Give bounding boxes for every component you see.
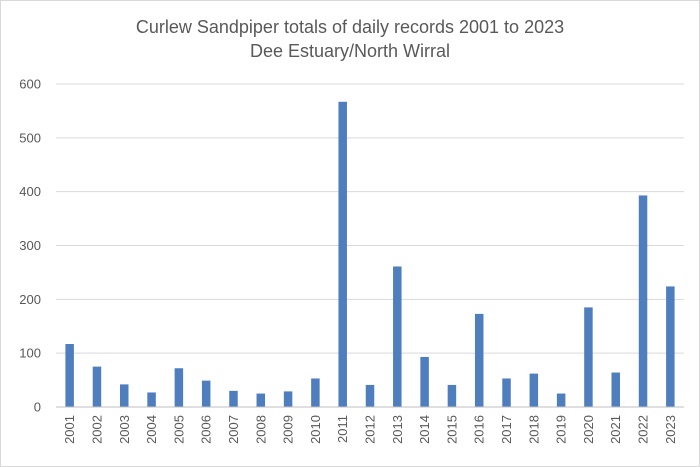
bar-2011	[338, 101, 347, 407]
x-tick-label: 2003	[117, 415, 132, 444]
y-tick-label: 300	[19, 238, 41, 253]
bar-2006	[201, 380, 211, 407]
bars	[65, 101, 675, 407]
bar-2015	[447, 384, 457, 407]
bar-2020	[584, 307, 593, 407]
x-tick-label: 2018	[526, 415, 541, 444]
y-tick-label: 200	[19, 292, 41, 307]
x-axis-ticks: 2001 2002 2003 2004 2005 2006 2007 2008 2009 2010…	[62, 415, 678, 444]
y-tick-label: 100	[19, 346, 41, 361]
chart-subtitle: Dee Estuary/North Wirral	[250, 41, 450, 61]
y-tick-label: 0	[34, 400, 41, 415]
bar-2014	[420, 356, 429, 407]
bar-2017	[502, 378, 511, 407]
bar-2001	[65, 344, 74, 407]
x-tick-label: 2017	[499, 415, 514, 444]
bar-2021	[611, 372, 620, 407]
x-tick-label: 2013	[390, 415, 405, 444]
bar-2007	[229, 390, 238, 407]
x-tick-label: 2016	[472, 415, 487, 444]
bar-2023	[666, 286, 675, 407]
y-tick-label: 400	[19, 184, 41, 199]
x-tick-label: 2004	[144, 415, 159, 444]
x-tick-label: 2008	[253, 415, 268, 444]
chart-title: Curlew Sandpiper totals of daily records…	[136, 17, 564, 37]
bar-2022	[638, 195, 648, 407]
bar-2005	[174, 368, 184, 407]
x-tick-label: 2019	[554, 415, 569, 444]
x-tick-label: 2005	[171, 415, 186, 444]
x-tick-label: 2023	[663, 415, 678, 444]
bar-2003	[120, 384, 129, 407]
bar-2009	[283, 391, 293, 407]
y-axis-ticks: 0 100 200 300 400 500 600	[19, 77, 41, 415]
bar-2019	[556, 393, 566, 407]
bar-2010	[311, 378, 320, 407]
x-tick-label: 2015	[444, 415, 459, 444]
gridlines	[56, 83, 684, 354]
x-tick-label: 2010	[308, 415, 323, 444]
bar-2004	[147, 392, 156, 407]
bar-2008	[256, 393, 266, 407]
bar-2016	[474, 313, 484, 407]
bar-2012	[365, 384, 375, 407]
x-tick-label: 2022	[636, 415, 651, 444]
x-tick-label: 2006	[199, 415, 214, 444]
x-tick-label: 2021	[608, 415, 623, 444]
x-tick-label: 2012	[363, 415, 378, 444]
x-tick-label: 2011	[335, 415, 350, 443]
x-tick-label: 2007	[226, 415, 241, 444]
x-tick-label: 2002	[89, 415, 104, 444]
x-tick-label: 2009	[281, 415, 296, 444]
x-tick-label: 2020	[581, 415, 596, 444]
bar-2018	[529, 373, 539, 407]
bar-2013	[393, 266, 402, 407]
bar-2002	[92, 366, 102, 407]
y-tick-label: 600	[19, 77, 41, 92]
y-tick-label: 500	[19, 130, 41, 145]
x-tick-label: 2001	[62, 415, 77, 444]
x-tick-label: 2014	[417, 415, 432, 444]
